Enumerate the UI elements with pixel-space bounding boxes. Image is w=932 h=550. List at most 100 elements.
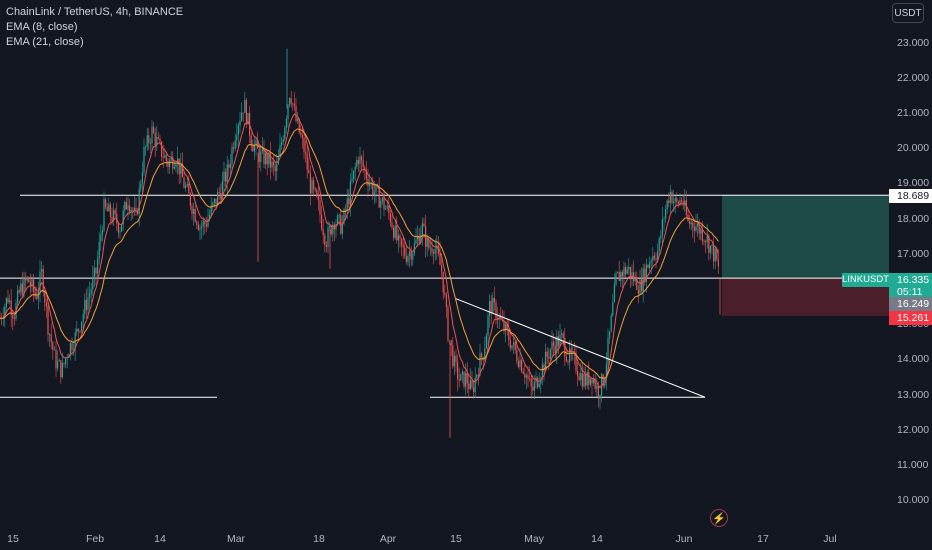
candle-body: [63, 363, 65, 364]
candle-body: [273, 161, 275, 166]
candle-body: [388, 205, 390, 214]
candle-body: [106, 206, 108, 212]
candle-body: [404, 247, 406, 257]
lightning-bolt-icon[interactable]: ⚡: [710, 509, 728, 527]
candle-body: [129, 205, 131, 212]
ema21-label[interactable]: EMA (21, close): [6, 36, 84, 48]
candle-body: [306, 153, 308, 170]
x-tick-label: Apr: [379, 533, 397, 545]
candle-body: [279, 145, 281, 157]
candle-body: [322, 229, 324, 236]
candle-body: [570, 348, 572, 354]
y-tick-label: 23.000: [897, 36, 930, 49]
candle-body: [196, 221, 198, 225]
candle-body: [220, 193, 222, 199]
candle-body: [170, 157, 172, 161]
candle-body: [76, 328, 78, 333]
candle-body: [589, 378, 591, 385]
candle-body: [114, 210, 116, 214]
candle-body: [202, 221, 204, 227]
candle-body: [522, 371, 524, 374]
candle-body: [596, 385, 598, 389]
candle-body: [649, 262, 651, 268]
candle-body: [207, 219, 209, 227]
x-tick-label: Mar: [226, 533, 246, 545]
candle-body: [421, 223, 423, 235]
candle-body: [225, 171, 227, 182]
candle-body: [681, 200, 683, 202]
horizontal-levels[interactable]: [0, 194, 889, 398]
ema21-line: [0, 128, 719, 379]
candle-body: [631, 272, 633, 278]
candle-body: [17, 290, 19, 303]
candle-body: [385, 208, 387, 210]
candle-body: [287, 105, 289, 119]
candle-body: [265, 152, 267, 165]
candle-body: [618, 272, 620, 281]
candle-body: [578, 376, 580, 381]
candle-body: [156, 137, 158, 146]
candle-body: [145, 146, 147, 148]
candle-body: [689, 221, 691, 225]
candle-body: [292, 103, 294, 105]
candle-body: [29, 282, 31, 287]
candle-body: [205, 224, 207, 227]
candle-body: [39, 271, 41, 292]
candle-body: [402, 245, 404, 248]
candle-body: [356, 160, 358, 167]
candle-body: [204, 221, 206, 225]
candle-body: [197, 224, 199, 230]
candle-body: [498, 316, 500, 320]
candle-body: [428, 238, 430, 248]
candle-body: [69, 343, 71, 356]
candle-body: [657, 251, 659, 260]
candle-body: [641, 279, 643, 291]
candle-body: [412, 253, 414, 260]
candle-body: [615, 272, 617, 285]
candle-body: [423, 223, 425, 227]
candle-body: [221, 181, 223, 199]
candle-body: [389, 213, 391, 223]
candle-body: [252, 145, 254, 152]
candle-body: [461, 371, 463, 375]
symbol-title[interactable]: ChainLink / TetherUS, 4h, BINANCE: [6, 6, 184, 18]
candle-body: [132, 209, 134, 212]
candle-body: [655, 258, 657, 260]
candle-body: [181, 163, 183, 178]
candle-body: [282, 139, 284, 143]
candle-body: [308, 169, 310, 174]
candle-body: [431, 247, 433, 253]
candle-body: [295, 105, 297, 121]
candle-body: [92, 276, 94, 290]
candle-body: [183, 177, 185, 188]
candle-body: [28, 277, 30, 283]
candle-body: [442, 271, 444, 293]
currency-button[interactable]: USDT: [892, 3, 924, 23]
candle-body: [545, 351, 547, 371]
ema8-label[interactable]: EMA (8, close): [6, 21, 78, 33]
candle-body: [77, 328, 79, 331]
candle-body: [317, 196, 319, 201]
candle-body: [530, 378, 532, 387]
candle-body: [639, 279, 641, 294]
candle-body: [393, 227, 395, 238]
candle-body: [565, 356, 567, 362]
candle-body: [153, 126, 155, 133]
candle-body: [247, 113, 249, 125]
candle-body: [263, 148, 265, 165]
candle-body: [276, 164, 278, 172]
candle-body: [239, 120, 241, 126]
candle-body: [644, 268, 646, 282]
candle-body: [714, 248, 716, 262]
candle-body: [185, 185, 187, 188]
trendline[interactable]: [455, 298, 706, 398]
candle-body: [101, 230, 103, 236]
candle-body: [98, 242, 100, 259]
candle-body: [26, 277, 28, 281]
candle-body: [394, 225, 396, 238]
candle-body: [23, 277, 25, 295]
candle-body: [561, 333, 563, 335]
candle-body: [116, 213, 118, 224]
candle-body: [407, 255, 409, 263]
